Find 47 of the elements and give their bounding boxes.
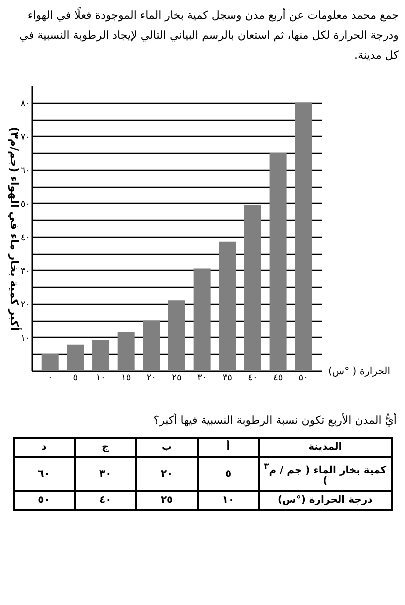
text: ب bbox=[136, 438, 198, 457]
x-axis-title: الحرارة ( °س) bbox=[328, 366, 391, 378]
bar bbox=[42, 354, 59, 371]
text: ٢٥ bbox=[136, 491, 198, 510]
text: ج bbox=[74, 438, 136, 457]
x-tick-label: ٣٠ bbox=[197, 374, 208, 384]
x-tick-label: ١٥ bbox=[122, 374, 132, 384]
x-tick-label: ٥ bbox=[73, 374, 78, 384]
x-tick-label: ٤٠ bbox=[248, 374, 258, 384]
x-tick-label: ٠ bbox=[48, 374, 53, 384]
y-tick-label: ٦٠ bbox=[20, 166, 30, 176]
text: ١٠ bbox=[198, 491, 260, 510]
x-tick-label: ٥٠ bbox=[298, 374, 308, 384]
y-tick-label: ٥٠ bbox=[20, 200, 30, 210]
chart-title: جمع محمد معلومات عن أربع مدن وسجل كمية بخار الماء الموجودة فعلًا في الهواء ودرجة الحرارة لكل منها، ثم استعان بالرسم البياني التالي لإيجاد الرطوبة النسبية في كل مدينة. bbox=[18, 6, 400, 64]
y-tick-label: ٤٠ bbox=[20, 233, 30, 244]
bar bbox=[270, 153, 287, 371]
text: درجة الحرارة (°س) bbox=[259, 491, 392, 510]
bar bbox=[118, 332, 135, 371]
x-tick-label: ٢٠ bbox=[146, 374, 157, 384]
y-tick-label: ٣٠ bbox=[20, 266, 30, 277]
x-tick-label: ٢٥ bbox=[172, 374, 182, 384]
y-tick-label: ٢٠ bbox=[20, 300, 30, 310]
text: كمية بخار الماء ( جم / م$^{٣}$ ) bbox=[264, 461, 387, 488]
bar bbox=[67, 344, 84, 371]
bar bbox=[295, 102, 312, 371]
y-tick-label: ٨٠ bbox=[20, 99, 30, 110]
text: أ bbox=[198, 438, 260, 457]
text: المدينة bbox=[259, 438, 392, 457]
bar bbox=[143, 320, 160, 371]
text: أيُّ المدن الأربع تكون نسبة الرطوبة النسبية فيها أكبر؟ bbox=[152, 412, 398, 427]
y-tick-label: ١٠ bbox=[20, 334, 30, 344]
bar bbox=[92, 340, 110, 371]
bar bbox=[244, 205, 262, 371]
bar bbox=[168, 300, 186, 371]
y-axis-title: أكبر كمية بخار ماء في الهواء (جم/م٣) bbox=[8, 127, 22, 331]
text: ٥ bbox=[198, 457, 260, 492]
bar bbox=[194, 268, 211, 371]
bar bbox=[219, 242, 236, 371]
x-tick-label: ١٠ bbox=[96, 374, 106, 384]
text: د bbox=[14, 438, 75, 457]
x-tick-label: ٣٥ bbox=[222, 374, 233, 384]
text: ٣٠ bbox=[74, 457, 136, 492]
y-tick-label: ٧٠ bbox=[20, 132, 30, 143]
text: ٢٠ bbox=[136, 457, 198, 492]
text: ٤٠ bbox=[74, 491, 136, 510]
x-tick-label: ٤٥ bbox=[273, 374, 284, 384]
